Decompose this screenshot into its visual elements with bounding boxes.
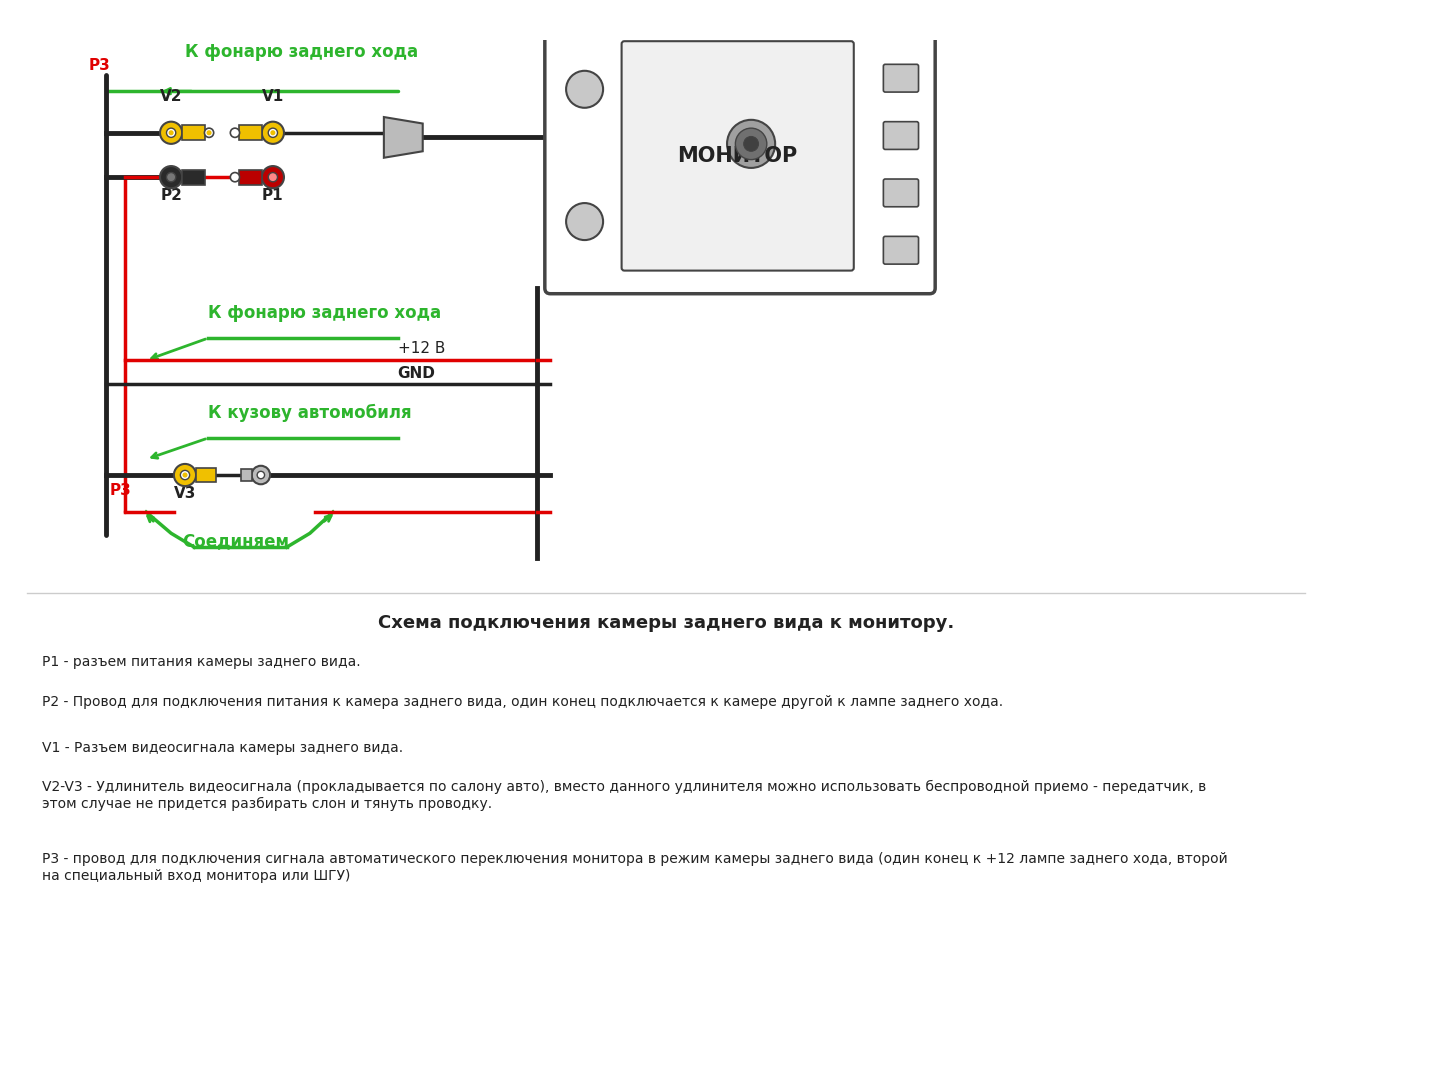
FancyBboxPatch shape bbox=[883, 179, 919, 207]
Text: МОНИТОР: МОНИТОР bbox=[677, 146, 798, 166]
Circle shape bbox=[160, 121, 183, 144]
Text: Р3 - провод для подключения сигнала автоматического переключения монитора в режи: Р3 - провод для подключения сигнала авто… bbox=[42, 852, 1227, 882]
Circle shape bbox=[262, 121, 284, 144]
FancyBboxPatch shape bbox=[883, 121, 919, 149]
Circle shape bbox=[262, 166, 284, 189]
Circle shape bbox=[207, 131, 210, 135]
Polygon shape bbox=[384, 117, 423, 158]
Bar bbox=[183, 125, 206, 140]
Circle shape bbox=[566, 71, 603, 108]
Text: P1 - разъем питания камеры заднего вида.: P1 - разъем питания камеры заднего вида. bbox=[42, 655, 360, 669]
Circle shape bbox=[204, 129, 213, 137]
Bar bbox=[239, 125, 262, 140]
Text: Камера: Камера bbox=[824, 84, 901, 102]
Circle shape bbox=[727, 120, 775, 168]
FancyBboxPatch shape bbox=[544, 5, 935, 294]
Bar bbox=[196, 467, 216, 482]
Circle shape bbox=[160, 166, 183, 189]
Circle shape bbox=[230, 129, 239, 137]
FancyBboxPatch shape bbox=[651, 108, 789, 182]
Text: V2: V2 bbox=[160, 89, 183, 104]
Text: V1 - Разъем видеосигнала камеры заднего вида.: V1 - Разъем видеосигнала камеры заднего … bbox=[42, 742, 403, 756]
Text: V2-V3 - Удлинитель видеосигнала (прокладывается по салону авто), вместо данного : V2-V3 - Удлинитель видеосигнала (проклад… bbox=[42, 780, 1205, 810]
Circle shape bbox=[230, 173, 239, 182]
Circle shape bbox=[174, 464, 196, 486]
Bar bbox=[183, 169, 206, 184]
Text: К кузову автомобиля: К кузову автомобиля bbox=[209, 403, 412, 421]
Circle shape bbox=[252, 465, 271, 485]
Text: V1: V1 bbox=[262, 89, 284, 104]
Text: К фонарю заднего хода: К фонарю заднего хода bbox=[184, 43, 418, 61]
Circle shape bbox=[167, 173, 176, 182]
Text: P1: P1 bbox=[262, 189, 284, 204]
FancyBboxPatch shape bbox=[883, 236, 919, 264]
Bar bbox=[240, 470, 252, 480]
Text: +12 В: +12 В bbox=[397, 341, 445, 356]
Circle shape bbox=[170, 131, 173, 135]
Text: GND: GND bbox=[397, 366, 436, 381]
Circle shape bbox=[743, 136, 759, 151]
Circle shape bbox=[566, 203, 603, 240]
FancyBboxPatch shape bbox=[883, 64, 919, 92]
Circle shape bbox=[258, 472, 265, 479]
Circle shape bbox=[271, 131, 275, 135]
Text: P2 - Провод для подключения питания к камера заднего вида, один конец подключает: P2 - Провод для подключения питания к ка… bbox=[42, 695, 1002, 710]
Circle shape bbox=[180, 471, 190, 479]
Circle shape bbox=[736, 129, 768, 160]
Text: P2: P2 bbox=[160, 189, 181, 204]
Text: P3: P3 bbox=[89, 58, 111, 73]
FancyBboxPatch shape bbox=[622, 41, 854, 270]
Bar bbox=[239, 169, 262, 184]
Text: Соединяем: Соединяем bbox=[183, 532, 289, 550]
Circle shape bbox=[183, 473, 187, 477]
Text: К фонарю заднего хода: К фонарю заднего хода bbox=[209, 303, 441, 322]
Circle shape bbox=[268, 173, 278, 182]
Text: Схема подключения камеры заднего вида к монитору.: Схема подключения камеры заднего вида к … bbox=[377, 614, 955, 631]
Text: V3: V3 bbox=[174, 486, 196, 501]
Text: P3: P3 bbox=[109, 483, 131, 498]
Circle shape bbox=[167, 129, 176, 137]
Circle shape bbox=[268, 129, 278, 137]
Polygon shape bbox=[628, 105, 658, 189]
